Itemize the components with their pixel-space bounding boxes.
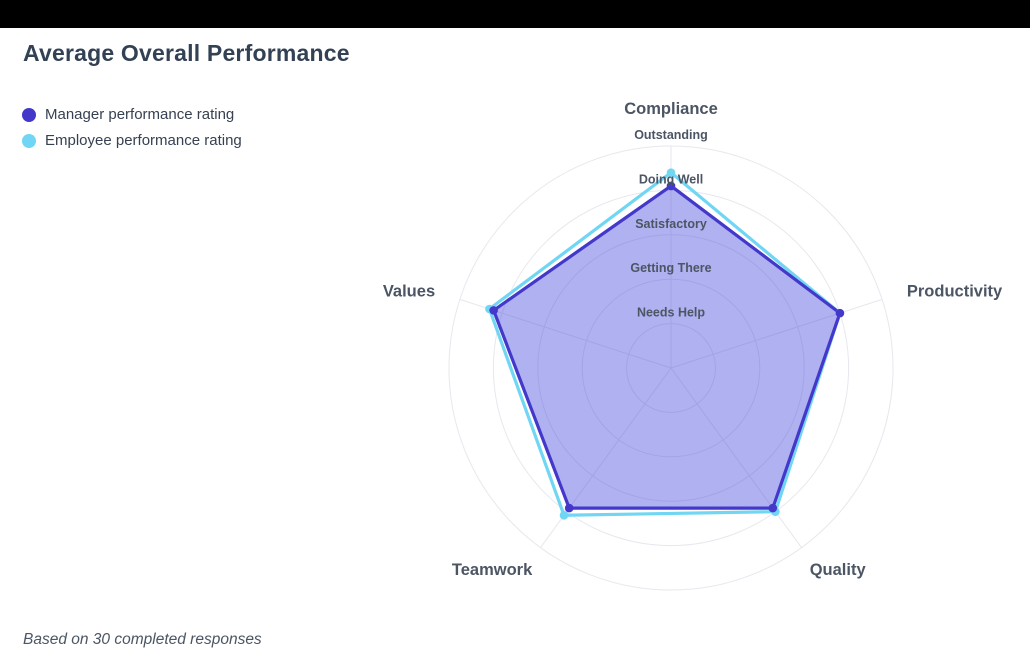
page-title: Average Overall Performance bbox=[23, 40, 350, 66]
axis-label-teamwork: Teamwork bbox=[452, 561, 533, 579]
axis-label-quality: Quality bbox=[810, 561, 867, 579]
legend-item-employee[interactable]: Employee performance rating bbox=[22, 132, 242, 149]
chart-legend: Manager performance rating Employee perf… bbox=[22, 106, 242, 149]
responses-count-note: Based on 30 completed responses bbox=[23, 631, 262, 648]
radar-grid bbox=[448, 145, 894, 591]
axis-label-values: Values bbox=[383, 282, 435, 300]
tick-label: Outstanding bbox=[634, 128, 708, 142]
legend-item-manager[interactable]: Manager performance rating bbox=[22, 106, 242, 123]
legend-label-employee: Employee performance rating bbox=[45, 132, 242, 149]
tick-label: Needs Help bbox=[637, 306, 705, 320]
radar-tick-labels: Needs Help Getting There Satisfactory Doing… bbox=[630, 128, 711, 320]
radar-series-points bbox=[489, 181, 845, 513]
employee-series-dot-icon bbox=[22, 133, 36, 148]
radar-chart: Needs Help Getting There Satisfactory Doing… bbox=[383, 100, 1003, 591]
radar-chart-container: Needs Help Getting There Satisfactory Doing… bbox=[330, 90, 1030, 630]
tick-label: Satisfactory bbox=[635, 217, 707, 231]
radar-axis-labels: Compliance Productivity Quality Teamwork Val… bbox=[383, 100, 1003, 579]
radar-series-manager bbox=[492, 184, 842, 510]
tick-label: Doing Well bbox=[639, 172, 703, 186]
legend-label-manager: Manager performance rating bbox=[45, 106, 235, 123]
radar-series-employee bbox=[487, 171, 842, 517]
axis-label-productivity: Productivity bbox=[907, 282, 1003, 300]
axis-label-compliance: Compliance bbox=[624, 100, 718, 118]
manager-series-dot-icon bbox=[22, 107, 36, 122]
tick-label: Getting There bbox=[630, 261, 711, 275]
window-top-bar bbox=[0, 0, 1030, 28]
